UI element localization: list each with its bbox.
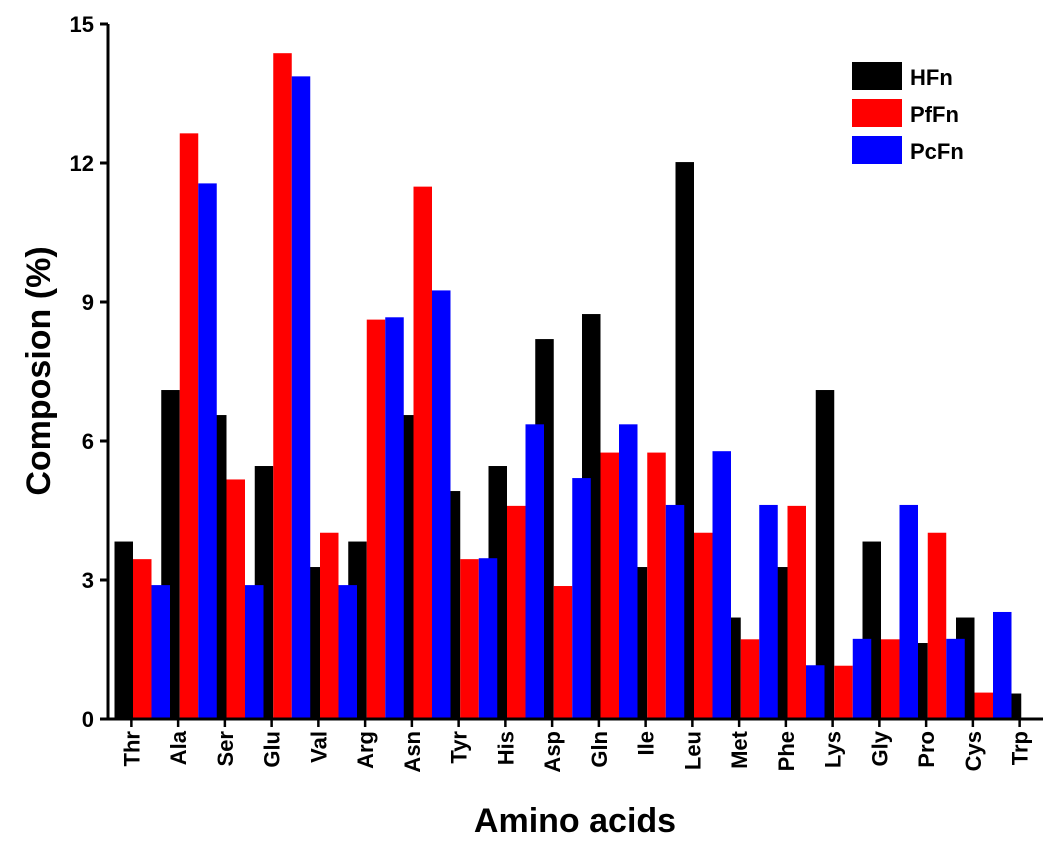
bar-pcfn-tyr xyxy=(478,558,498,719)
x-tick-label-thr: Thr xyxy=(119,731,144,767)
y-tick-label: 15 xyxy=(70,12,94,37)
axes-group xyxy=(106,24,1043,721)
bar-pffn-cys xyxy=(974,692,993,719)
bar-pcfn-glu xyxy=(291,76,311,720)
bar-pffn-thr xyxy=(133,559,152,719)
bar-pffn-ile xyxy=(647,452,666,719)
y-tick-label: 12 xyxy=(70,151,94,176)
bar-pffn-val xyxy=(320,532,339,719)
bar-pffn-leu xyxy=(694,532,713,719)
bar-pffn-met xyxy=(740,639,760,719)
x-tick-label-tyr: Tyr xyxy=(447,731,472,764)
x-tick-label-met: Met xyxy=(727,730,752,769)
bar-pffn-tyr xyxy=(460,559,479,719)
bar-pcfn-asn xyxy=(432,290,451,719)
bar-pffn-gln xyxy=(600,452,619,719)
bar-pffn-ala xyxy=(179,133,199,720)
legend-label-pcfn: PcFn xyxy=(910,139,964,164)
bars-group xyxy=(114,53,1022,720)
x-tick-label-ile: Ile xyxy=(634,731,659,755)
bar-pffn-glu xyxy=(273,53,292,719)
bar-pcfn-lys xyxy=(852,638,872,719)
bar-pffn-phe xyxy=(787,505,806,719)
legend-label-pffn: PfFn xyxy=(910,102,959,127)
legend: HFn PfFn PcFn xyxy=(852,62,964,164)
bar-pffn-his xyxy=(507,505,526,719)
bar-pffn-lys xyxy=(834,665,853,719)
bar-pcfn-arg xyxy=(385,317,404,719)
bar-pcfn-leu xyxy=(712,451,731,719)
bar-pffn-asn xyxy=(413,186,432,719)
x-tick-label-asp: Asp xyxy=(540,731,565,773)
bar-pffn-pro xyxy=(927,532,947,719)
y-tick-label: 0 xyxy=(82,707,94,732)
y-tick-label: 9 xyxy=(82,290,94,315)
legend-swatch-hfn xyxy=(852,62,902,90)
bar-pcfn-thr xyxy=(151,585,170,719)
y-tick-label: 6 xyxy=(82,429,94,454)
x-tick-label-cys: Cys xyxy=(961,731,986,771)
x-tick-label-lys: Lys xyxy=(821,731,846,768)
bar-pcfn-his xyxy=(525,424,544,719)
bar-pffn-asp xyxy=(553,586,573,719)
bar-hfn-lys xyxy=(815,390,835,719)
x-tick-label-arg: Arg xyxy=(353,731,378,769)
bar-hfn-thr xyxy=(114,541,133,719)
bar-pcfn-phe xyxy=(806,665,825,719)
y-tick-label: 3 xyxy=(82,568,94,593)
bar-pffn-gly xyxy=(881,639,900,719)
bar-pcfn-gly xyxy=(899,504,918,719)
y-axis-title: Composion (%) xyxy=(20,246,58,495)
bar-pcfn-val xyxy=(338,585,357,719)
x-tick-label-gly: Gly xyxy=(867,730,892,766)
bar-pcfn-pro xyxy=(946,638,965,719)
legend-label-hfn: HFn xyxy=(910,65,953,90)
x-tick-label-ala: Ala xyxy=(166,730,191,765)
bar-pcfn-asp xyxy=(572,478,591,719)
x-tick-label-trp: Trp xyxy=(1008,731,1033,765)
bar-pffn-arg xyxy=(366,319,386,719)
y-ticks-group: 0 3 6 9 12 15 xyxy=(70,12,108,732)
bar-pffn-ser xyxy=(226,479,245,719)
x-ticks-group: Thr Ala Ser Glu Val Arg Asn Tyr His Asp Gln Ile Leu M… xyxy=(119,719,1033,773)
bar-pcfn-met xyxy=(759,504,778,719)
bar-pcfn-ser xyxy=(245,585,264,719)
x-tick-label-gln: Gln xyxy=(587,731,612,768)
x-axis-title: Amino acids xyxy=(474,802,676,840)
x-tick-label-his: His xyxy=(493,731,518,765)
x-tick-label-leu: Leu xyxy=(680,731,705,770)
x-tick-label-ser: Ser xyxy=(213,731,238,767)
x-tick-label-phe: Phe xyxy=(774,731,799,771)
bar-pcfn-gln xyxy=(619,424,638,719)
x-tick-label-glu: Glu xyxy=(260,731,285,768)
bar-pcfn-ala xyxy=(198,183,217,719)
x-tick-label-pro: Pro xyxy=(914,731,939,768)
legend-swatch-pffn xyxy=(852,99,902,127)
bar-pcfn-ile xyxy=(665,504,685,719)
bar-pcfn-cys xyxy=(993,611,1012,719)
legend-swatch-pcfn xyxy=(852,136,902,164)
x-tick-label-asn: Asn xyxy=(400,731,425,773)
x-tick-label-val: Val xyxy=(306,731,331,763)
